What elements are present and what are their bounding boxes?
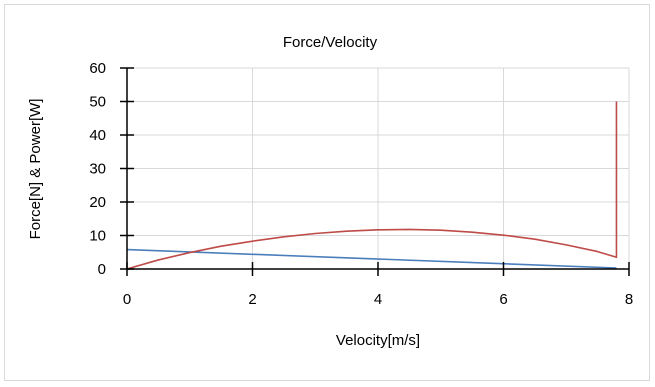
x-tick-label: 4 xyxy=(374,291,382,308)
y-tick-label: 10 xyxy=(89,228,106,245)
grid xyxy=(127,67,630,269)
series-group xyxy=(126,101,618,270)
y-tick-label: 0 xyxy=(98,261,106,278)
y-tick-label: 60 xyxy=(89,60,106,77)
chart-frame xyxy=(4,4,650,381)
y-tick-label: 40 xyxy=(89,127,106,144)
x-tick-label: 0 xyxy=(123,291,131,308)
y-tick-label: 30 xyxy=(89,161,106,178)
x-axis-label: Velocity[m/s] xyxy=(336,332,420,349)
y-axis-label: Force[N] & Power[W] xyxy=(27,99,44,240)
x-tick-label: 6 xyxy=(499,291,507,308)
y-tick-label: 20 xyxy=(89,194,106,211)
x-tick-label: 8 xyxy=(625,291,633,308)
series-line-2 xyxy=(126,101,618,270)
chart-title: Force/Velocity xyxy=(283,34,378,51)
y-tick-label: 50 xyxy=(89,94,106,111)
tick-labels: 0 2 4 6 8 0 10 20 30 40 50 60 xyxy=(89,60,633,308)
axes xyxy=(120,67,630,276)
x-tick-label: 2 xyxy=(248,291,256,308)
series-line-1 xyxy=(126,248,617,269)
